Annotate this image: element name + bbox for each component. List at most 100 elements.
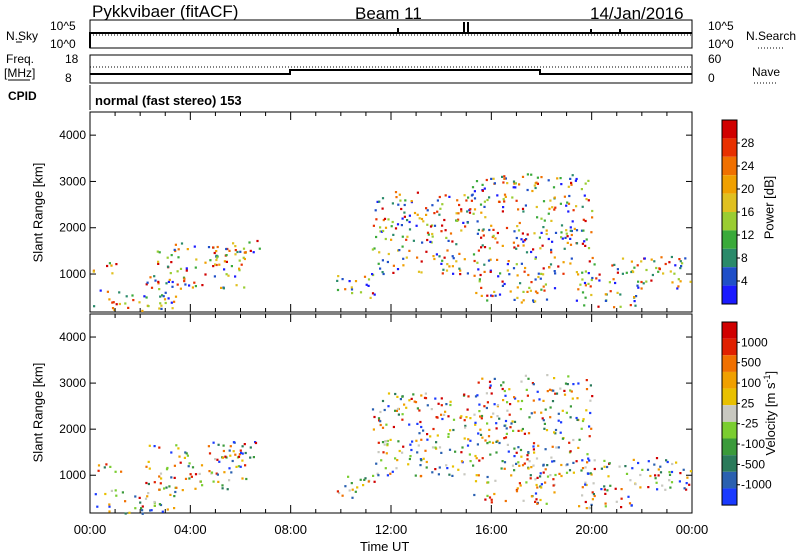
- power-cell: [513, 298, 516, 301]
- velocity-cell: [592, 482, 595, 485]
- velocity-cell: [686, 476, 689, 479]
- velocity-cell: [391, 470, 394, 473]
- cpid-value: normal (fast stereo) 153: [95, 93, 242, 108]
- power-cell: [673, 272, 676, 275]
- velocity-cell: [461, 446, 464, 449]
- velocity-cell: [188, 462, 191, 465]
- velocity-cell: [515, 488, 518, 492]
- velocity-cell: [647, 486, 650, 489]
- velocity-cell: [490, 498, 493, 501]
- velocity-cell: [376, 472, 379, 475]
- power-cell: [567, 185, 570, 188]
- velocity-cell: [646, 468, 650, 471]
- power-cell: [381, 271, 384, 274]
- velocity-cell: [689, 470, 692, 473]
- power-cell: [436, 210, 439, 213]
- power-cell: [566, 241, 569, 244]
- velocity-cell: [416, 407, 419, 410]
- power-cell: [537, 275, 540, 279]
- power-cell: [215, 263, 218, 267]
- power-cell: [420, 260, 423, 263]
- velocity-cell: [194, 487, 197, 490]
- power-cell: [520, 238, 523, 241]
- power-cell: [106, 264, 109, 268]
- power-cell: [502, 198, 505, 201]
- velocity-cell: [481, 377, 484, 380]
- velocity-cell: [459, 416, 462, 419]
- power-cell: [215, 254, 218, 257]
- power-cell: [633, 296, 636, 299]
- velocity-cell: [565, 411, 568, 414]
- power-cell: [440, 262, 443, 265]
- velocity-cell: [437, 473, 440, 476]
- velocity-cell: [540, 483, 543, 486]
- velocity-cell: [231, 459, 234, 463]
- power-cell: [633, 266, 636, 269]
- power-cell: [455, 243, 458, 246]
- power-cell: [223, 260, 226, 263]
- velocity-cell: [604, 502, 607, 505]
- power-cell: [516, 274, 519, 277]
- power-cell: [657, 270, 660, 273]
- velocity-cell: [367, 480, 370, 483]
- power-cell: [612, 278, 615, 281]
- velocity-colorbar-tick-label: -500: [741, 457, 765, 471]
- velocity-cell: [207, 445, 210, 448]
- velocity-cell: [466, 408, 469, 411]
- velocity-cell: [475, 474, 478, 477]
- velocity-cell: [396, 395, 399, 398]
- power-cell: [336, 279, 339, 282]
- velocity-cell: [241, 445, 244, 448]
- power-cell: [621, 272, 624, 275]
- power-cell: [416, 213, 419, 216]
- velocity-cell: [688, 483, 691, 486]
- velocity-cell: [506, 443, 509, 446]
- velocity-cell: [408, 423, 411, 426]
- velocity-cell: [244, 451, 247, 455]
- power-cell: [154, 279, 157, 282]
- nsky-tick-top: 10^5: [50, 19, 76, 33]
- power-cell: [489, 270, 492, 273]
- velocity-cell: [181, 489, 184, 492]
- velocity-cell: [550, 389, 553, 392]
- power-cell: [386, 260, 389, 264]
- velocity-cell: [108, 510, 111, 513]
- power-cell: [535, 181, 538, 184]
- power-cell: [490, 224, 493, 227]
- velocity-cell: [416, 422, 419, 425]
- power-cell: [239, 250, 242, 253]
- power-cell: [584, 296, 587, 299]
- velocity-cell: [569, 405, 572, 408]
- velocity-cell: [495, 451, 498, 454]
- power-cell: [195, 258, 198, 261]
- power-cell: [581, 291, 585, 294]
- power-cell: [447, 239, 450, 242]
- velocity-cell: [443, 413, 446, 416]
- power-cell: [108, 298, 111, 301]
- power-cell: [458, 252, 461, 255]
- velocity-cell: [402, 445, 405, 448]
- velocity-cell: [173, 476, 176, 479]
- beam-title: Beam 11: [355, 4, 422, 23]
- power-cell: [475, 291, 478, 295]
- power-cell: [570, 181, 573, 184]
- velocity-cell: [420, 459, 423, 462]
- velocity-cell: [336, 490, 339, 493]
- power-cell: [118, 291, 121, 294]
- velocity-cell: [464, 424, 467, 427]
- velocity-cell: [630, 504, 633, 507]
- nsky-trace: [89, 32, 692, 48]
- velocity-cell: [124, 512, 127, 515]
- power-cell: [471, 186, 475, 189]
- velocity-cell: [241, 477, 244, 480]
- velocity-cell: [413, 400, 416, 403]
- velocity-cell: [425, 460, 428, 464]
- power-cell: [571, 174, 574, 177]
- velocity-cell: [614, 487, 617, 490]
- velocity-cell: [464, 426, 467, 429]
- power-cell: [417, 270, 421, 273]
- power-cell: [481, 229, 484, 232]
- power-cell: [227, 274, 230, 277]
- velocity-cell: [661, 484, 664, 487]
- velocity-cell: [158, 446, 161, 449]
